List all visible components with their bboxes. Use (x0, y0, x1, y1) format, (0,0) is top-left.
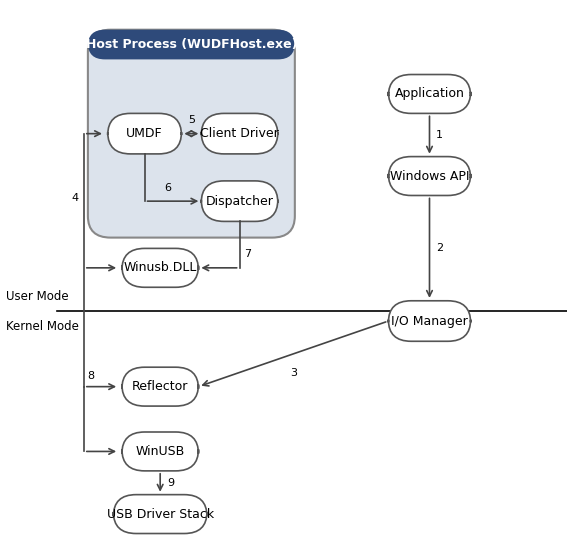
FancyBboxPatch shape (201, 113, 278, 154)
Text: 4: 4 (72, 193, 79, 204)
Text: 5: 5 (188, 115, 195, 125)
FancyBboxPatch shape (108, 113, 181, 154)
Text: Dispatcher: Dispatcher (206, 194, 273, 208)
Text: Client Driver: Client Driver (200, 127, 279, 140)
Text: USB Driver Stack: USB Driver Stack (107, 508, 214, 521)
FancyBboxPatch shape (88, 30, 295, 59)
FancyBboxPatch shape (388, 157, 471, 195)
Text: User Mode: User Mode (6, 291, 68, 303)
FancyBboxPatch shape (201, 181, 278, 221)
Text: 2: 2 (436, 243, 443, 253)
Text: 3: 3 (290, 368, 297, 378)
Text: 6: 6 (164, 183, 171, 193)
FancyBboxPatch shape (388, 75, 471, 113)
Text: WinUSB: WinUSB (136, 445, 185, 458)
Text: Application: Application (395, 87, 464, 100)
FancyBboxPatch shape (122, 248, 198, 287)
Text: UMDF: UMDF (126, 127, 163, 140)
Text: Windows API: Windows API (390, 170, 469, 183)
FancyBboxPatch shape (122, 367, 198, 406)
Text: Winusb.DLL: Winusb.DLL (124, 261, 197, 274)
Text: 8: 8 (87, 371, 94, 381)
Text: I/O Manager: I/O Manager (391, 314, 468, 328)
Text: 1: 1 (436, 130, 443, 140)
Text: Kernel Mode: Kernel Mode (6, 320, 79, 333)
FancyBboxPatch shape (388, 301, 471, 341)
FancyBboxPatch shape (88, 30, 295, 238)
FancyBboxPatch shape (113, 495, 207, 534)
Text: 7: 7 (244, 249, 252, 259)
Text: 9: 9 (167, 478, 174, 488)
FancyBboxPatch shape (122, 432, 198, 471)
Text: Host Process (WUDFHost.exe): Host Process (WUDFHost.exe) (86, 38, 297, 51)
Text: Reflector: Reflector (132, 380, 188, 393)
